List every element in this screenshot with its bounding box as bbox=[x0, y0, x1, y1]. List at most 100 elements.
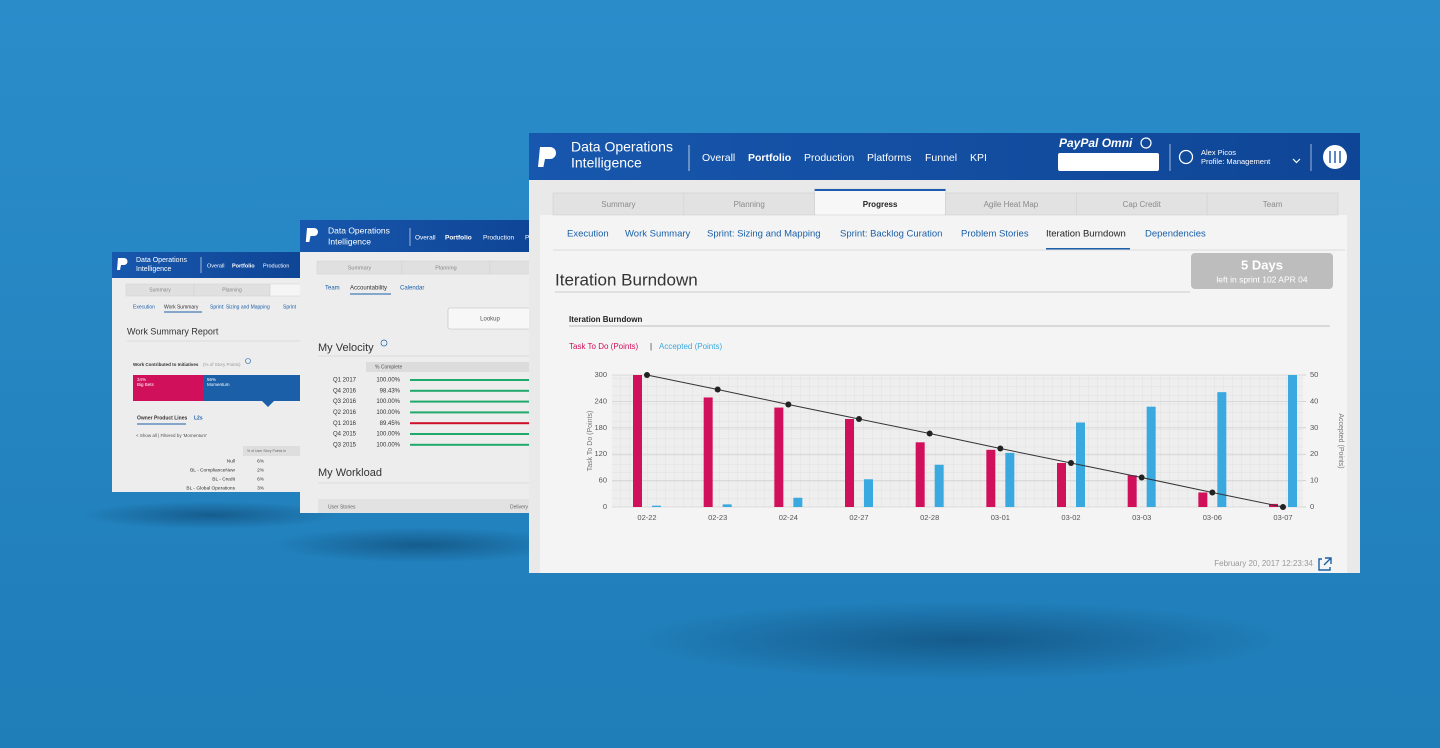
initiative-segment[interactable] bbox=[203, 375, 300, 401]
user-menu-chevron[interactable] bbox=[1292, 158, 1301, 164]
workload-title: My Workload bbox=[318, 467, 382, 479]
line-point bbox=[785, 401, 792, 408]
nav-item[interactable]: Production bbox=[263, 263, 289, 269]
tab-label[interactable]: Summary bbox=[601, 200, 635, 209]
subtab[interactable]: Sprint: Backlog Curation bbox=[840, 229, 942, 240]
row-value: 100.00% bbox=[376, 399, 400, 405]
row-value: 6% bbox=[257, 458, 265, 464]
column-header: % of User Story Points in bbox=[247, 449, 286, 453]
sprint-badge bbox=[1191, 253, 1333, 289]
velocity-title: My Velocity bbox=[318, 342, 374, 354]
line-tab[interactable]: Owner Product Lines bbox=[137, 415, 188, 421]
x-tick-label: 02-27 bbox=[849, 513, 868, 522]
line-tab[interactable]: L2s bbox=[194, 415, 203, 421]
subtab[interactable]: Work Summary bbox=[625, 229, 691, 240]
nav-item[interactable]: Platforms bbox=[867, 152, 911, 164]
line-point bbox=[714, 386, 721, 393]
y2-tick-label: 20 bbox=[1310, 449, 1318, 458]
y2-tick-label: 30 bbox=[1310, 423, 1318, 432]
row-value: 98.43% bbox=[380, 388, 401, 394]
row-label: Q1 2016 bbox=[333, 421, 357, 427]
subtab[interactable]: Execution bbox=[567, 229, 609, 240]
subtab[interactable]: Sprint bbox=[283, 304, 297, 310]
tab-label[interactable]: Summary bbox=[149, 287, 171, 293]
tab-label[interactable]: Summary bbox=[348, 265, 372, 271]
line-point bbox=[997, 445, 1004, 452]
tab-label[interactable]: Team bbox=[1263, 200, 1283, 209]
nav-item[interactable]: Platforms bbox=[525, 235, 553, 242]
tab-label[interactable]: Cap Credit bbox=[1123, 200, 1162, 209]
search-input[interactable] bbox=[1058, 153, 1159, 171]
bar bbox=[703, 397, 713, 507]
subtab[interactable]: Calendar bbox=[400, 286, 424, 292]
subtab[interactable]: Team bbox=[325, 286, 340, 292]
legend-item[interactable]: Accepted (Points) bbox=[659, 342, 722, 351]
lookup-button[interactable] bbox=[447, 307, 538, 330]
bar bbox=[915, 442, 925, 507]
nav-item[interactable]: Funnel bbox=[925, 152, 957, 164]
line-point bbox=[856, 416, 862, 422]
user-icon bbox=[1178, 149, 1194, 165]
velocity-bar bbox=[410, 411, 530, 414]
nav-item[interactable]: KPI bbox=[970, 152, 987, 164]
filter-text: < Show all | Filtered by 'Momentum' bbox=[136, 433, 207, 438]
x-tick-label: 03-06 bbox=[1203, 513, 1222, 522]
tab[interactable] bbox=[814, 188, 946, 216]
y2-tick-label: 50 bbox=[1310, 370, 1318, 379]
bar bbox=[1217, 392, 1227, 507]
tab[interactable] bbox=[269, 283, 310, 297]
tab-label[interactable]: Agile Heat Map bbox=[984, 200, 1039, 209]
export-icon[interactable] bbox=[1318, 557, 1332, 571]
nav-item[interactable]: Portfolio bbox=[445, 235, 472, 242]
subtab[interactable]: Sprint: Sizing and Mapping bbox=[707, 229, 821, 240]
lookup-label[interactable]: Lookup bbox=[480, 317, 500, 323]
shadow bbox=[630, 600, 1290, 680]
bar bbox=[1288, 375, 1297, 507]
subtab[interactable]: Iteration Burndown bbox=[1046, 229, 1126, 240]
page-title: Iteration Burndown bbox=[555, 270, 698, 289]
initiative-segment[interactable] bbox=[133, 375, 203, 401]
bar bbox=[633, 375, 642, 507]
nav-item[interactable]: Production bbox=[483, 235, 514, 242]
nav-item[interactable]: Portfolio bbox=[232, 263, 255, 269]
y-tick-label: 180 bbox=[594, 423, 607, 432]
badge-caption: left in sprint 102 APR 04 bbox=[1216, 274, 1307, 284]
tab-label[interactable]: Planning bbox=[435, 265, 456, 271]
badge-value: 5 Days bbox=[1241, 257, 1283, 272]
y-tick-label: 240 bbox=[594, 396, 607, 405]
subtab[interactable]: Sprint: Sizing and Mapping bbox=[210, 304, 270, 310]
subtab[interactable]: Accountability bbox=[350, 286, 387, 292]
table-header: Delivery bbox=[510, 504, 529, 510]
subtab[interactable]: Work Summary bbox=[164, 304, 199, 310]
row-label: Q4 2015 bbox=[333, 432, 357, 438]
nav-item[interactable]: Overall bbox=[207, 263, 224, 269]
tab[interactable] bbox=[1206, 192, 1339, 216]
tab-label[interactable]: Planning bbox=[222, 287, 242, 293]
legend-item[interactable]: Task To Do (Points) bbox=[569, 342, 639, 351]
line-point bbox=[1068, 460, 1074, 466]
y2-tick-label: 0 bbox=[1310, 502, 1314, 511]
app-title: Intelligence bbox=[136, 266, 172, 273]
segment-label: Momentum bbox=[207, 382, 230, 387]
tab-label[interactable]: Planning bbox=[734, 200, 765, 209]
y-axis-title: Task To Do (Points) bbox=[587, 411, 594, 472]
tab[interactable] bbox=[489, 260, 540, 275]
tab-label[interactable]: Progress bbox=[863, 200, 898, 209]
nav-item[interactable]: Portfolio bbox=[748, 152, 791, 164]
subtab[interactable]: Dependencies bbox=[1145, 229, 1206, 240]
table-header: % Complete bbox=[375, 364, 402, 370]
x-tick-label: 02-28 bbox=[920, 513, 939, 522]
subtab[interactable]: Problem Stories bbox=[961, 229, 1029, 240]
info-icon bbox=[380, 339, 388, 347]
row-label: Q4 2016 bbox=[333, 388, 357, 394]
initiatives-label: Work Contributed to Initiatives bbox=[133, 362, 199, 367]
nav-item[interactable]: Production bbox=[804, 152, 854, 164]
y2-tick-label: 10 bbox=[1310, 476, 1318, 485]
bar bbox=[934, 464, 944, 507]
burndown-chart: Task To Do (Points) | Accepted (Points) 0 60… bbox=[569, 342, 1344, 522]
nav-item[interactable]: Overall bbox=[415, 235, 436, 242]
subtab[interactable]: Execution bbox=[133, 304, 155, 310]
user-name: Alex Picos bbox=[1201, 148, 1236, 157]
nav-item[interactable]: Overall bbox=[702, 152, 735, 164]
